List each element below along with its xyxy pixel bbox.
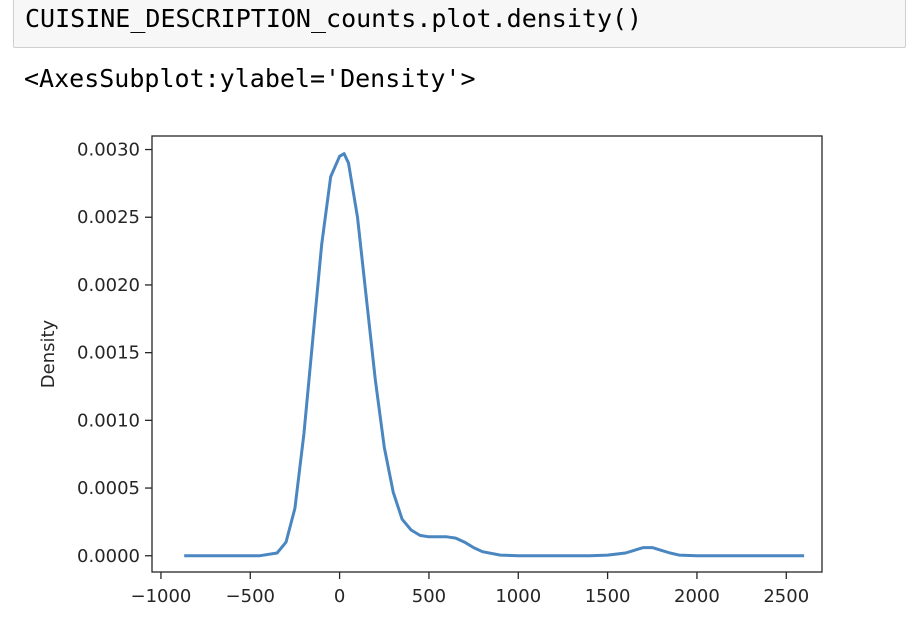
x-tick-label: 2000 (674, 586, 720, 607)
density-line (184, 152, 805, 558)
x-tick-label: −500 (226, 586, 275, 607)
code-input[interactable]: CUISINE_DESCRIPTION_counts.plot.density(… (25, 4, 643, 33)
axes-frame (151, 135, 823, 573)
y-tick-label: 0.0020 (77, 275, 140, 296)
density-plot: −1000 −500 0 500 1000 1500 2000 2500 0.0000 0.000… (38, 135, 823, 607)
y-tick-label: 0.0005 (77, 478, 140, 499)
cell-output-repr: <AxesSubplot:ylabel='Density'> (24, 64, 476, 93)
y-tick-label: 0.0030 (77, 140, 140, 161)
x-tick-label: 500 (412, 586, 446, 607)
x-tick-label: 2500 (763, 586, 809, 607)
x-tick-label: −1000 (130, 586, 191, 607)
x-tick-label: 1000 (495, 586, 541, 607)
x-tick-label: 0 (334, 586, 345, 607)
y-tick-label: 0.0010 (77, 410, 140, 431)
y-tick-label: 0.0025 (77, 207, 140, 228)
y-axis-label: Density (38, 319, 59, 388)
x-tick-label: 1500 (585, 586, 631, 607)
code-cell[interactable]: CUISINE_DESCRIPTION_counts.plot.density(… (13, 0, 906, 48)
y-tick-label: 0.0000 (77, 546, 140, 567)
y-tick-label: 0.0015 (77, 343, 140, 364)
